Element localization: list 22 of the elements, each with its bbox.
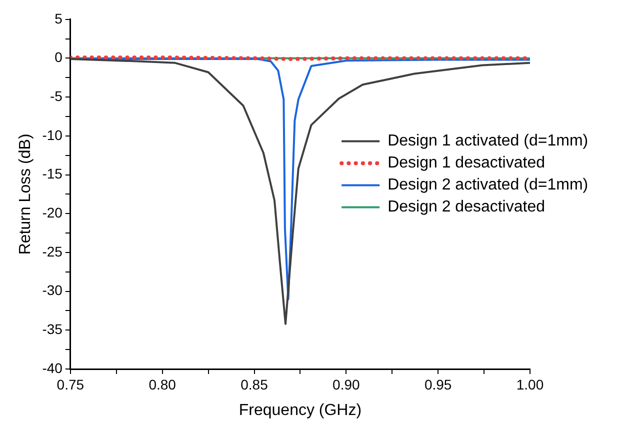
y-tick-label: -15 bbox=[42, 166, 63, 182]
y-tick-label: 0 bbox=[54, 49, 63, 66]
y-tick-label: -35 bbox=[42, 321, 63, 338]
x-tick-label: 0.85 bbox=[240, 376, 268, 392]
x-tick-label: 1.00 bbox=[516, 376, 544, 392]
legend-label: Design 2 desactivated bbox=[388, 198, 546, 216]
y-tick-label: -30 bbox=[42, 282, 63, 298]
x-tick-label: 0.95 bbox=[424, 376, 452, 392]
legend-label: Design 1 activated (d=1mm) bbox=[388, 132, 588, 150]
y-axis-title: Return Loss (dB) bbox=[17, 134, 34, 255]
y-tick-label: -20 bbox=[42, 204, 63, 220]
x-tick-label: 0.90 bbox=[332, 376, 360, 392]
x-tick-label: 0.75 bbox=[56, 376, 84, 392]
y-tick-label: -5 bbox=[50, 88, 63, 104]
y-tick-label: -25 bbox=[42, 243, 63, 260]
legend-label: Design 1 desactivated bbox=[388, 154, 546, 172]
y-tick-label: -10 bbox=[42, 126, 63, 143]
legend-label: Design 2 activated (d=1mm) bbox=[388, 176, 588, 194]
x-tick-label: 0.80 bbox=[148, 376, 176, 392]
x-axis-title: Frequency (GHz) bbox=[238, 402, 362, 419]
y-tick-label: 5 bbox=[54, 10, 63, 26]
y-tick-label: -40 bbox=[42, 360, 63, 376]
